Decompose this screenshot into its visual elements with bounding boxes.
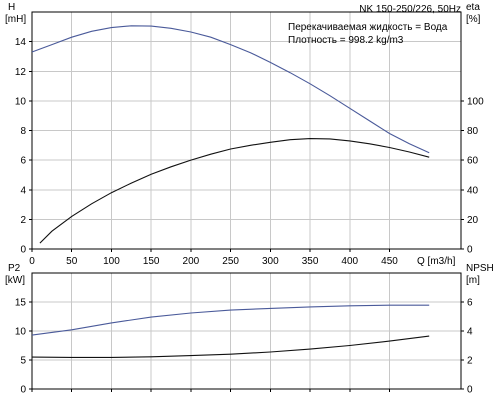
y-left-tick-label: 10 [15, 96, 27, 107]
y-left-axis-label: H [8, 2, 15, 13]
y-right-tick-label: 20 [467, 215, 479, 226]
y-left-tick-label: 15 [15, 298, 27, 309]
x-tick-label: 150 [143, 256, 160, 267]
x-tick-label: 250 [222, 256, 239, 267]
series-line-2 [39, 138, 430, 244]
y-left-tick-label: 14 [15, 37, 27, 48]
y-right-tick-label: 0 [467, 385, 473, 396]
y-left-tick-label: 0 [20, 245, 26, 256]
y-left-axis-label: P2 [8, 263, 21, 274]
x-tick-label: 50 [66, 256, 78, 267]
y-right-tick-label: 100 [467, 96, 484, 107]
y-right-axis-label: NPSH [466, 263, 494, 274]
y-left-tick-label: 0 [20, 385, 26, 396]
y-left-axis-unit: [mH] [5, 14, 26, 25]
annotation-density: Плотность = 998.2 kg/m3 [288, 35, 404, 46]
y-right-tick-label: 0 [467, 245, 473, 256]
x-axis-label: Q [m3/h] [417, 256, 456, 267]
y-right-axis-unit: [m] [466, 275, 480, 286]
series-line-1 [31, 304, 430, 336]
x-tick-label: 300 [262, 256, 279, 267]
chart-title: NK 150-250/226, 50Hz [359, 4, 461, 15]
y-right-tick-label: 2 [467, 356, 473, 367]
y-right-tick-label: 6 [467, 298, 473, 309]
power-npsh-panel: 0 5 10 15 0 2 4 6 P2[kW] NPSH[m] [5, 263, 494, 396]
y-left-tick-label: 6 [20, 156, 26, 167]
x-tick-label: 200 [183, 256, 200, 267]
y-left-tick-label: 12 [15, 67, 27, 78]
y-right-tick-label: 80 [467, 126, 479, 137]
y-right-tick-label: 40 [467, 185, 479, 196]
y-left-tick-label: 10 [15, 327, 27, 338]
x-tick-label: 400 [341, 256, 358, 267]
y-right-axis-unit: [%] [466, 14, 481, 25]
annotation-liquid: Перекачиваемая жидкость = Вода [288, 22, 448, 33]
y-right-tick-label: 60 [467, 156, 479, 167]
x-tick-label: 450 [381, 256, 398, 267]
y-left-tick-label: 4 [20, 185, 26, 196]
plot-frame [31, 11, 462, 250]
y-right-tick-label: 4 [467, 327, 473, 338]
series-line-2 [31, 335, 430, 358]
head-efficiency-panel: 0 50 100 150 200 250 300 350 400 450 Q [m3/h]02468… [5, 2, 484, 267]
y-left-tick-label: 2 [20, 215, 26, 226]
y-left-tick-label: 8 [20, 126, 26, 137]
plot-frame [31, 272, 462, 390]
series-line-1 [31, 25, 430, 154]
x-tick-label: 350 [302, 256, 319, 267]
y-right-axis-label: eta [466, 2, 480, 13]
x-tick-label: 0 [29, 256, 35, 267]
y-left-tick-label: 5 [20, 356, 26, 367]
y-left-axis-unit: [kW] [5, 275, 25, 286]
x-tick-label: 100 [103, 256, 120, 267]
